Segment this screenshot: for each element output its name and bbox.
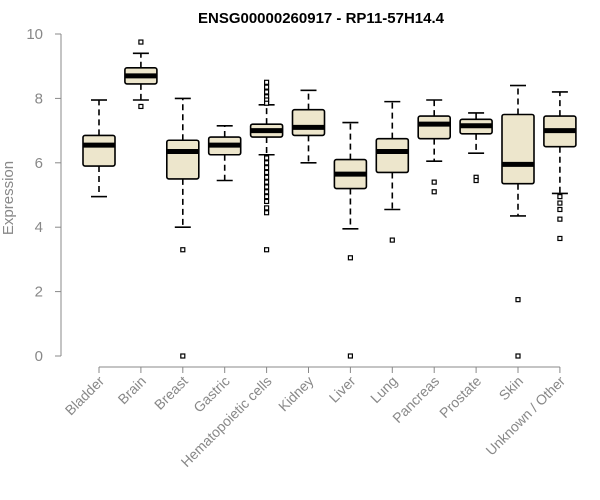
outlier-point	[180, 247, 186, 253]
box-brain	[124, 39, 158, 110]
outlier-point	[264, 189, 270, 195]
x-tick-label: Bladder	[62, 373, 108, 419]
outlier-point	[557, 206, 563, 213]
box-hematopoietic-cells	[249, 79, 284, 253]
outlier-point	[431, 189, 437, 195]
outlier-point	[557, 216, 563, 222]
x-tick-label: Prostate	[436, 373, 484, 421]
box-kidney	[291, 89, 326, 164]
y-tick-label: 0	[35, 348, 43, 365]
outlier-point	[557, 200, 563, 206]
box-prostate	[459, 112, 493, 184]
outlier-point	[264, 210, 270, 216]
outlier-point	[264, 165, 270, 171]
box-gastric	[207, 124, 242, 182]
iqr-box	[417, 115, 452, 140]
outlier-point	[180, 353, 186, 359]
box-skin	[501, 84, 535, 359]
boxes-group	[82, 39, 577, 359]
box-breast	[166, 97, 200, 359]
box-unknown-other	[543, 91, 577, 242]
outlier-point	[347, 353, 353, 359]
outlier-point	[264, 84, 270, 90]
iqr-box	[375, 137, 410, 174]
outlier-point	[264, 174, 270, 180]
outlier-point	[264, 155, 270, 161]
outlier-point	[264, 198, 270, 205]
y-tick-label: 4	[35, 219, 43, 236]
outlier-point	[264, 89, 270, 95]
x-tick-label: Skin	[496, 373, 527, 404]
y-axis: 0 2 4 6 8 10	[26, 26, 62, 365]
y-tick-label: 2	[35, 284, 43, 301]
outlier-point	[264, 100, 270, 106]
outlier-point	[264, 184, 270, 190]
outlier-point	[138, 103, 144, 110]
outlier-point	[264, 205, 270, 211]
outlier-point	[431, 179, 437, 185]
x-tick-label: Unknown / Other	[482, 373, 568, 459]
outlier-point	[515, 297, 521, 303]
x-tick-label: Liver	[326, 373, 359, 406]
outlier-point	[389, 237, 395, 243]
x-tick-label: Pancreas	[389, 373, 442, 426]
y-axis-label: Expression	[0, 161, 17, 235]
x-tick-label: Kidney	[275, 373, 317, 415]
chart-title: ENSG00000260917 - RP11-57H14.4	[198, 10, 445, 27]
outlier-point	[515, 353, 521, 359]
outlier-point	[264, 247, 270, 253]
outlier-point	[557, 194, 563, 200]
y-tick-label: 6	[35, 155, 43, 172]
box-bladder	[82, 99, 116, 198]
outlier-point	[264, 160, 270, 166]
outlier-point	[264, 194, 270, 200]
outlier-point	[473, 177, 479, 184]
iqr-box	[166, 139, 200, 180]
outlier-point	[557, 235, 563, 242]
box-liver	[333, 121, 368, 359]
iqr-box	[501, 113, 535, 185]
x-tick-label: Breast	[151, 373, 191, 413]
y-tick-label: 10	[26, 26, 43, 43]
outlier-point	[264, 169, 270, 176]
outlier-point	[264, 79, 270, 85]
outlier-point	[347, 255, 353, 261]
outlier-point	[138, 39, 144, 45]
iqr-box	[291, 108, 326, 137]
outlier-point	[264, 179, 270, 185]
x-tick-label: Brain	[115, 373, 149, 407]
x-tick-label: Lung	[367, 373, 400, 406]
box-lung	[375, 100, 410, 243]
y-tick-label: 8	[35, 90, 43, 107]
box-pancreas	[417, 99, 452, 195]
iqr-box	[82, 134, 116, 167]
